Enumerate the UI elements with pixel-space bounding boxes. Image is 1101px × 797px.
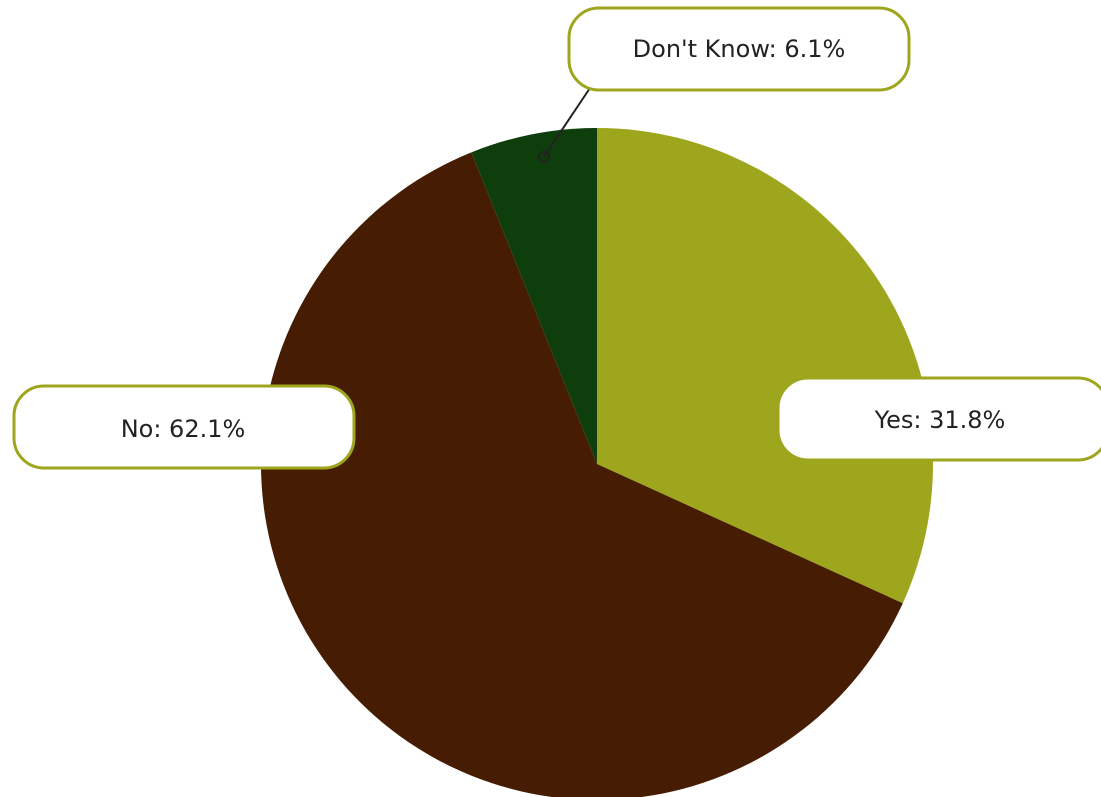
pie-slice-yes <box>597 128 934 604</box>
leader-line-don-t-know <box>543 87 591 158</box>
pie-slice-don-t-know <box>471 128 597 464</box>
data-label-yes: Yes: 31.8% <box>874 406 1006 434</box>
pie-labels: Yes: 31.8% No: 62.1% Don't Know: 6.1% <box>12 6 1101 470</box>
data-label-don-t-know: Don't Know: 6.1% <box>633 35 846 63</box>
pie-slice-no <box>261 152 903 797</box>
label-box-no <box>12 384 356 470</box>
pie-slices <box>261 128 934 797</box>
label-box-yes <box>776 376 1101 462</box>
pie-leader-lines <box>537 87 591 163</box>
data-label-no: No: 62.1% <box>121 415 246 443</box>
label-box-don-t-know <box>567 6 911 92</box>
leader-dot-don-t-know <box>537 150 550 163</box>
